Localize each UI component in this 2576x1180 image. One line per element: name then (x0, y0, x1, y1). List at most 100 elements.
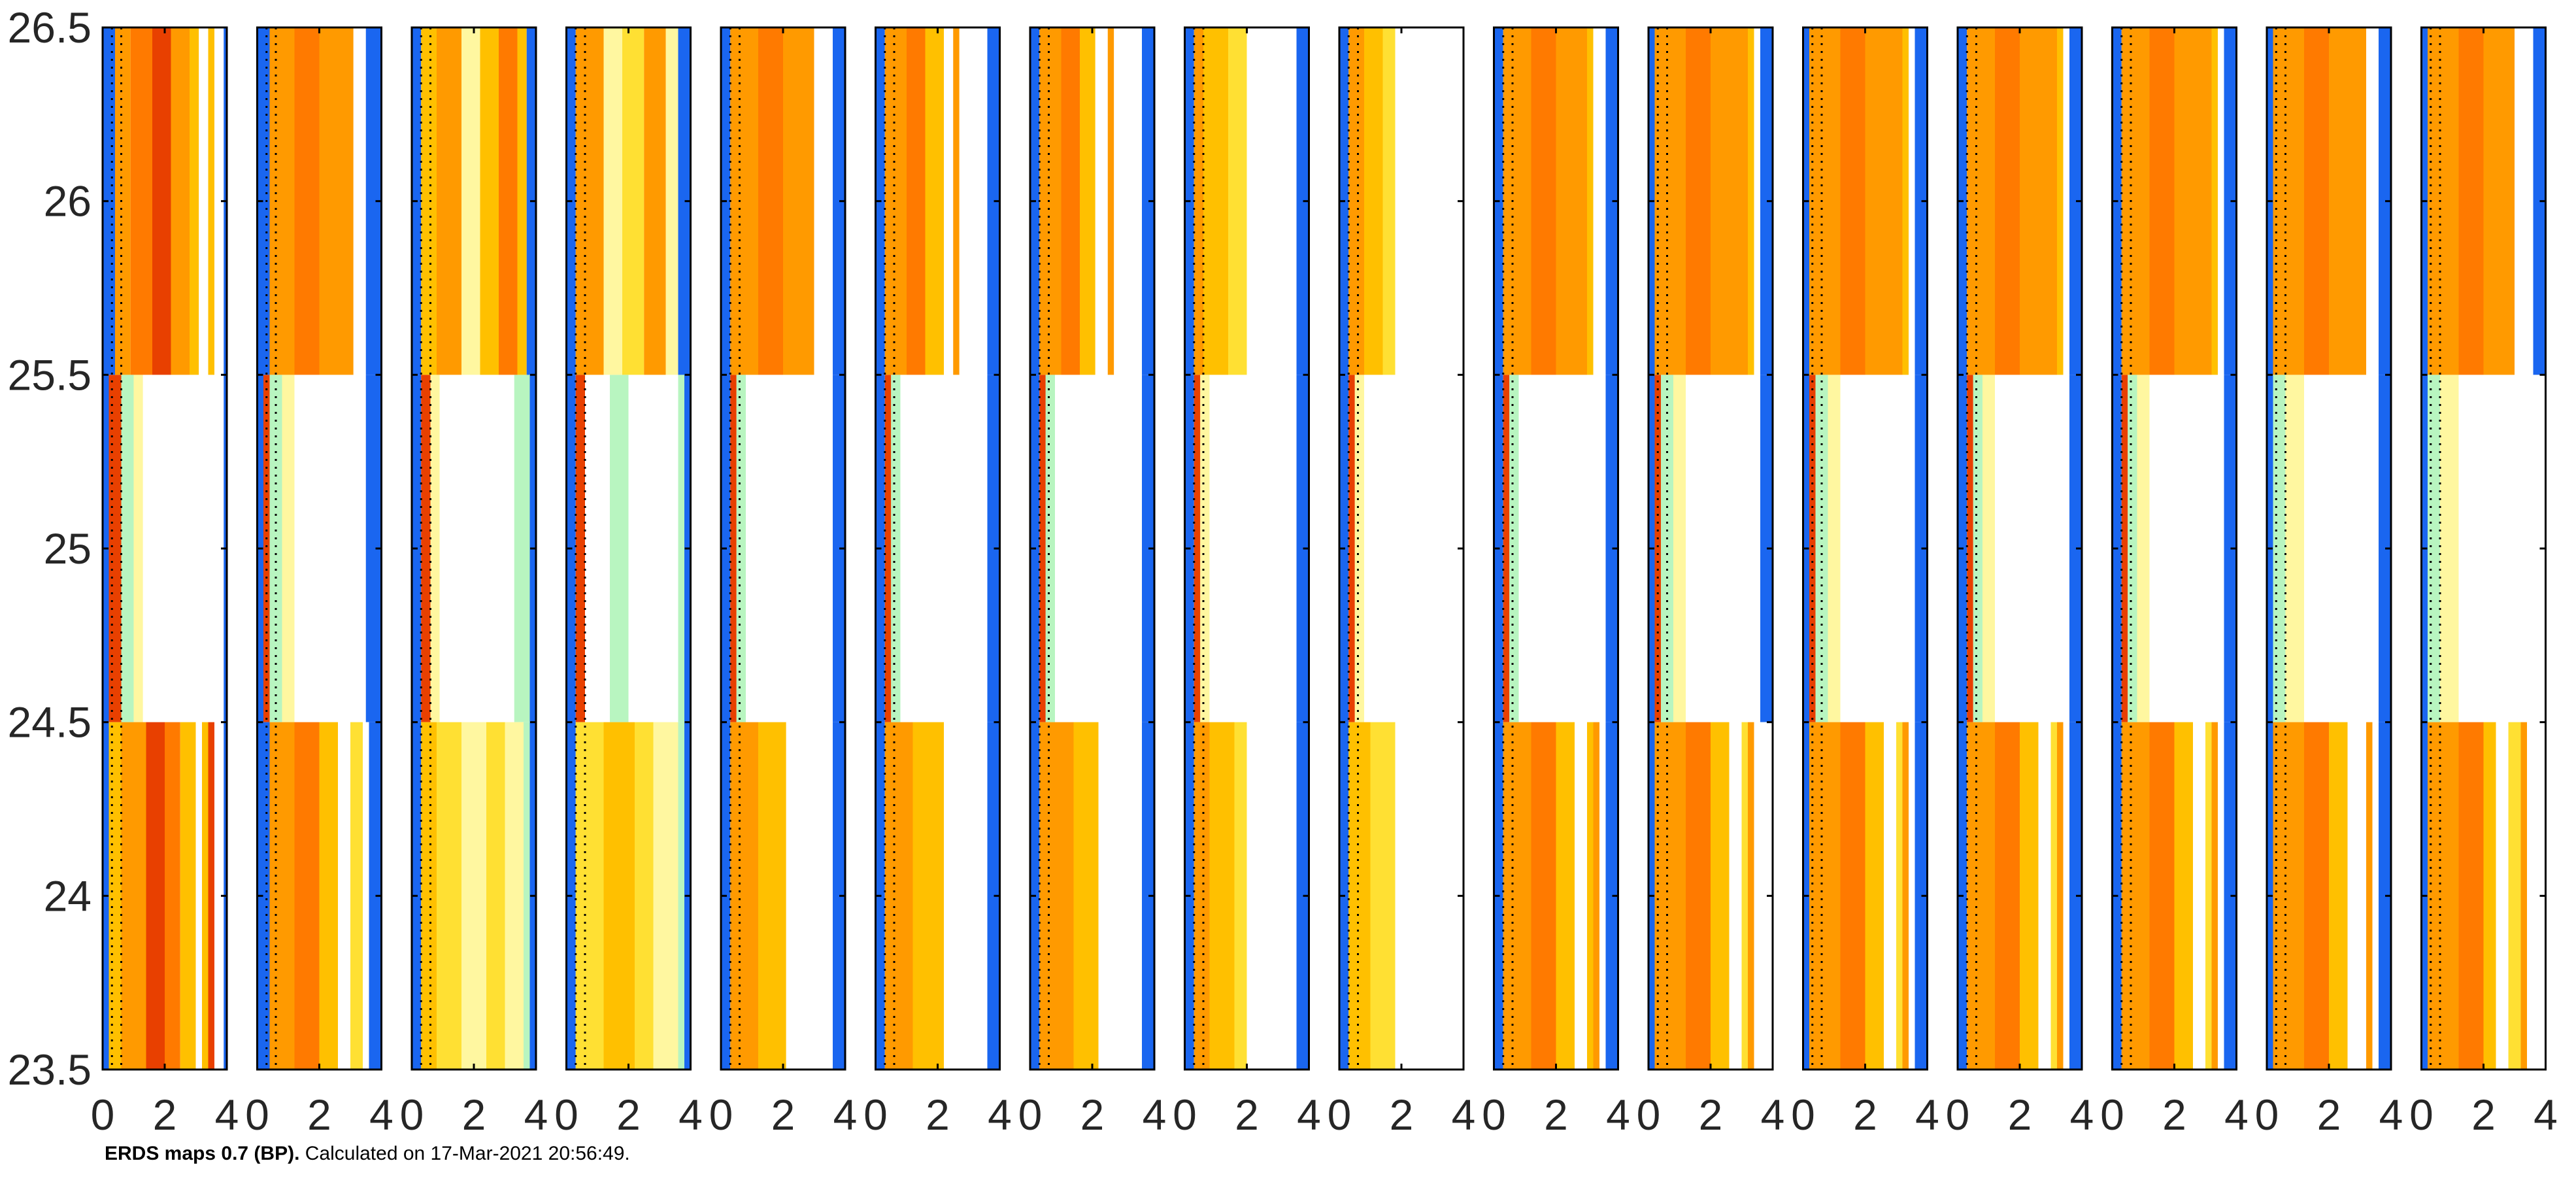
x-tick-label: 2 (2317, 1090, 2341, 1139)
heatmap-cell (2483, 722, 2496, 1070)
x-tick-label: 0 (2255, 1090, 2279, 1139)
x-tick-label: 0 (2100, 1090, 2124, 1139)
heatmap-cell (2050, 722, 2057, 1070)
heatmap-cell (944, 27, 954, 375)
heatmap-cell (363, 722, 369, 1070)
heatmap-cell (437, 27, 461, 375)
heatmap-cell (269, 722, 295, 1070)
heatmap-cell (2428, 27, 2459, 375)
heatmap-cell (199, 27, 209, 375)
heatmap-cell (900, 375, 988, 722)
x-tick-label: 0 (863, 1090, 888, 1139)
x-tick-label: 4 (1143, 1090, 1167, 1139)
heatmap-cell (912, 722, 944, 1070)
heatmap-cell (2020, 722, 2039, 1070)
heatmap-cell (1370, 722, 1396, 1070)
heatmap-cell (1246, 722, 1297, 1070)
heatmap-cell (730, 722, 758, 1070)
x-tick-label: 0 (1791, 1090, 1815, 1139)
heatmap-cell (1748, 27, 1754, 375)
heatmap-cell (1503, 27, 1531, 375)
heatmap-cell (1348, 722, 1371, 1070)
heatmap-cell (2149, 722, 2175, 1070)
heatmap-cell (2128, 375, 2137, 722)
heatmap-cell (109, 375, 122, 722)
heatmap-cell (1909, 722, 1915, 1070)
heatmap-cell (833, 722, 845, 1070)
x-tick-label: 4 (1297, 1090, 1321, 1139)
heatmap-cell (214, 27, 224, 375)
x-tick-label: 2 (307, 1090, 331, 1139)
x-tick-label: 0 (245, 1090, 269, 1139)
heatmap-cell (1509, 375, 1519, 722)
heatmap-cell (1760, 375, 1773, 722)
heatmap-cell (2304, 27, 2329, 375)
heatmap-cell (338, 722, 350, 1070)
heatmap-cell (1142, 722, 1154, 1070)
heatmap-cell (1531, 722, 1556, 1070)
heatmap-cell (121, 722, 146, 1070)
heatmap-cell (1686, 27, 1711, 375)
heatmap-cell (130, 27, 152, 375)
heatmap-cell (461, 27, 480, 375)
heatmap-cell (121, 375, 134, 722)
heatmap-cell (987, 375, 1000, 722)
heatmap-cell (758, 27, 783, 375)
heatmap-cell (2428, 375, 2440, 722)
heatmap-cell (2211, 722, 2218, 1070)
heatmap-cell (2458, 722, 2484, 1070)
heatmap-cell (269, 375, 282, 722)
x-tick-label: 4 (524, 1090, 548, 1139)
x-tick-label: 0 (1328, 1090, 1352, 1139)
x-tick-label: 0 (1637, 1090, 1661, 1139)
heatmap-cell (1556, 722, 1575, 1070)
x-tick-label: 0 (2409, 1090, 2434, 1139)
heatmap-cell (736, 375, 746, 722)
heatmap-cell (610, 375, 629, 722)
x-tick-label: 2 (616, 1090, 641, 1139)
heatmap-cell (171, 27, 190, 375)
heatmap-cell (1518, 375, 1606, 722)
heatmap-cell (1593, 722, 1599, 1070)
heatmap-cell (833, 375, 845, 722)
heatmap-cell (1203, 27, 1228, 375)
heatmap-cell (987, 722, 1000, 1070)
heatmap-cell (2329, 722, 2348, 1070)
heatmap-cell (1055, 375, 1142, 722)
heatmap-cell (202, 722, 209, 1070)
heatmap-cell (1673, 375, 1686, 722)
heatmap-cell (180, 722, 196, 1070)
heatmap-cell (891, 375, 901, 722)
heatmap-cell (517, 27, 527, 375)
heatmap-cell (1915, 722, 1928, 1070)
heatmap-cell (2458, 375, 2546, 722)
heatmap-cell (1654, 27, 1686, 375)
heatmap-cell (294, 27, 320, 375)
heatmap-cell (2224, 27, 2237, 375)
x-tick-label: 0 (1018, 1090, 1043, 1139)
heatmap-cell (1575, 722, 1587, 1070)
heatmap-cell (746, 375, 833, 722)
x-tick-label: 2 (2471, 1090, 2496, 1139)
heatmap-cell (1605, 375, 1618, 722)
heatmap-cell (1364, 375, 1464, 722)
x-tick-label: 2 (2008, 1090, 2032, 1139)
x-tick-label: 2 (462, 1090, 486, 1139)
heatmap-cell (1296, 722, 1309, 1070)
heatmap-cell (1587, 722, 1594, 1070)
x-tick-label: 2 (2162, 1090, 2186, 1139)
heatmap-cell (1209, 722, 1235, 1070)
heatmap-cell (294, 722, 320, 1070)
heatmap-cell (1395, 722, 1464, 1070)
heatmap-cell (365, 27, 382, 375)
x-tick-label: 2 (926, 1090, 950, 1139)
heatmap-cell (142, 375, 224, 722)
heatmap-cell (524, 722, 530, 1070)
heatmap-cell (282, 375, 295, 722)
x-tick-label: 4 (1452, 1090, 1476, 1139)
heatmap-cell (628, 375, 678, 722)
heatmap-cell (2205, 722, 2212, 1070)
heatmap-cell (257, 722, 270, 1070)
heatmap-cell (925, 27, 944, 375)
